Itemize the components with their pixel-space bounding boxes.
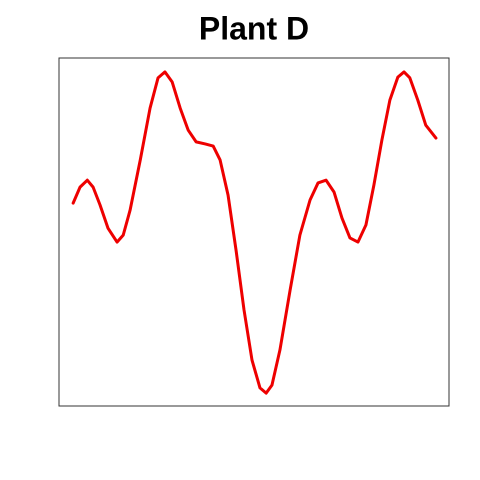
data-line: [71, 70, 438, 395]
chart-title: Plant D: [199, 10, 309, 46]
plot-frame: [58, 57, 450, 407]
